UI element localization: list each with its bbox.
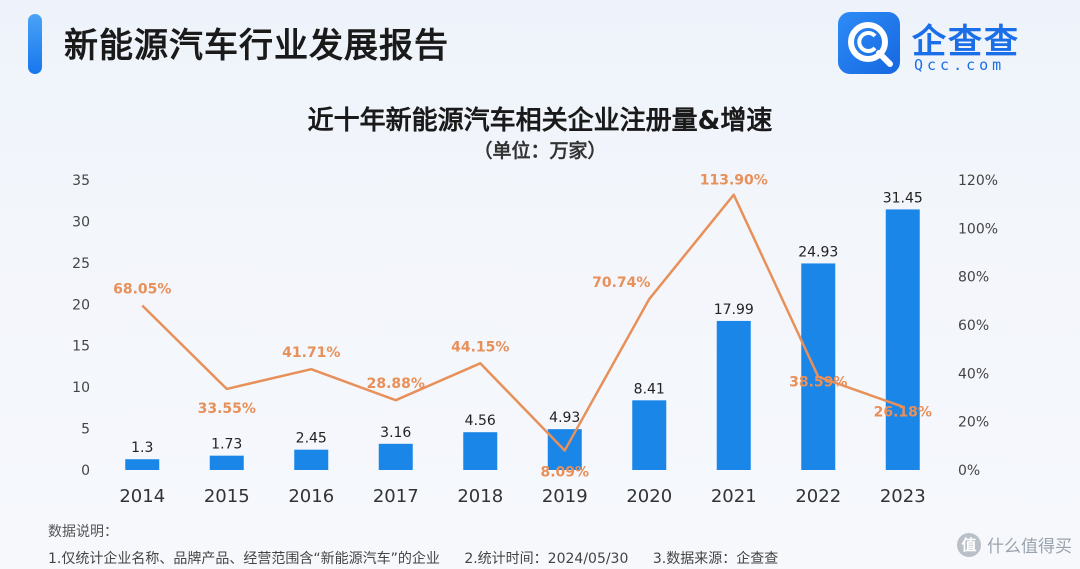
- bar: [463, 432, 498, 470]
- note-item: 1.仅统计企业名称、品牌产品、经营范围含“新能源汽车”的企业: [48, 551, 440, 567]
- logo-text-cn: 企查查: [912, 22, 1020, 62]
- bar-value-label: 1.3: [131, 440, 153, 456]
- x-axis-tick-label: 2016: [288, 486, 334, 507]
- growth-line: [141, 193, 904, 452]
- right-axis-tick-label: 80%: [958, 270, 989, 286]
- x-axis-tick-label: 2023: [880, 486, 926, 507]
- bar: [125, 459, 160, 470]
- left-axis-tick-label: 5: [81, 422, 90, 438]
- growth-value-label: 70.74%: [592, 275, 650, 291]
- report-title: 新能源汽车行业发展报告: [64, 26, 449, 66]
- bar: [294, 449, 329, 470]
- growth-value-label: 68.05%: [113, 282, 171, 298]
- title-accent-bar: [28, 14, 42, 74]
- bar: [716, 320, 751, 470]
- chart-title: 近十年新能源汽车相关企业注册量&增速: [307, 106, 773, 136]
- note-item: 2.统计时间：2024/05/30: [464, 551, 629, 567]
- bar-value-label: 2.45: [296, 431, 327, 447]
- watermark: 值 什么值得买: [957, 532, 1072, 557]
- left-axis-tick-label: 10: [72, 380, 90, 396]
- bar: [632, 400, 667, 470]
- bar-value-label: 8.41: [634, 381, 665, 397]
- x-axis-tick-label: 2021: [711, 486, 757, 507]
- right-axis-tick-label: 100%: [958, 221, 998, 237]
- note-item: 3.数据来源：企查查: [652, 551, 779, 567]
- bar: [801, 263, 836, 470]
- growth-value-label: 26.18%: [874, 405, 932, 421]
- right-axis-tick-label: 60%: [958, 318, 989, 334]
- watermark-badge-icon: 值: [957, 532, 981, 557]
- bar-value-label: 4.56: [465, 413, 496, 429]
- bar-value-label: 3.16: [380, 425, 411, 441]
- left-axis-tick-label: 15: [72, 339, 90, 355]
- x-axis-tick-label: 2015: [204, 486, 250, 507]
- right-axis-tick-label: 120%: [958, 173, 998, 189]
- growth-value-label: 38.59%: [789, 375, 847, 391]
- bar: [209, 455, 244, 470]
- left-axis-tick-label: 30: [72, 214, 90, 230]
- left-axis-tick-label: 0: [81, 463, 90, 479]
- qcc-logo-icon: [838, 12, 900, 74]
- notes-items: 1.仅统计企业名称、品牌产品、经营范围含“新能源汽车”的企业 2.统计时间：20…: [48, 548, 798, 568]
- growth-value-label: 8.09%: [540, 464, 589, 480]
- right-axis-tick-label: 20%: [958, 415, 989, 431]
- bar-value-label: 1.73: [211, 437, 242, 453]
- x-axis-tick-label: 2014: [119, 486, 165, 507]
- bar-value-label: 17.99: [714, 302, 754, 318]
- growth-value-label: 113.90%: [700, 173, 768, 189]
- chart-subtitle: （单位：万家）: [473, 140, 607, 162]
- brand-logo[interactable]: 企查查 Qcc.com: [838, 12, 1048, 76]
- growth-value-label: 33.55%: [198, 401, 256, 417]
- x-axis-tick-label: 2018: [457, 486, 503, 507]
- right-axis-tick-label: 0%: [958, 463, 980, 479]
- bar: [378, 443, 413, 470]
- combo-chart: 0 5 10 15 20 25 30 35 0% 20% 40% 60% 80% 100% 120% 1.3 1…: [72, 173, 998, 507]
- logo-text-en: Qcc.com: [914, 56, 1006, 74]
- x-axis-tick-label: 2022: [795, 486, 841, 507]
- bar: [885, 209, 920, 470]
- growth-value-label: 28.88%: [367, 376, 425, 392]
- growth-value-label: 44.15%: [451, 339, 509, 355]
- left-axis-tick-label: 35: [72, 173, 90, 189]
- growth-value-label: 41.71%: [282, 345, 340, 361]
- notes-title: 数据说明：: [48, 524, 118, 540]
- x-axis-tick-label: 2019: [542, 486, 588, 507]
- bar-value-label: 4.93: [549, 410, 580, 426]
- left-axis-tick-label: 25: [72, 256, 90, 272]
- bar-value-label: 24.93: [798, 244, 838, 260]
- right-axis-tick-label: 40%: [958, 366, 989, 382]
- x-axis-tick-label: 2017: [373, 486, 419, 507]
- watermark-text: 什么值得买: [987, 537, 1072, 557]
- x-axis-tick-label: 2020: [626, 486, 672, 507]
- left-axis-tick-label: 20: [72, 297, 90, 313]
- bar-value-label: 31.45: [883, 190, 923, 206]
